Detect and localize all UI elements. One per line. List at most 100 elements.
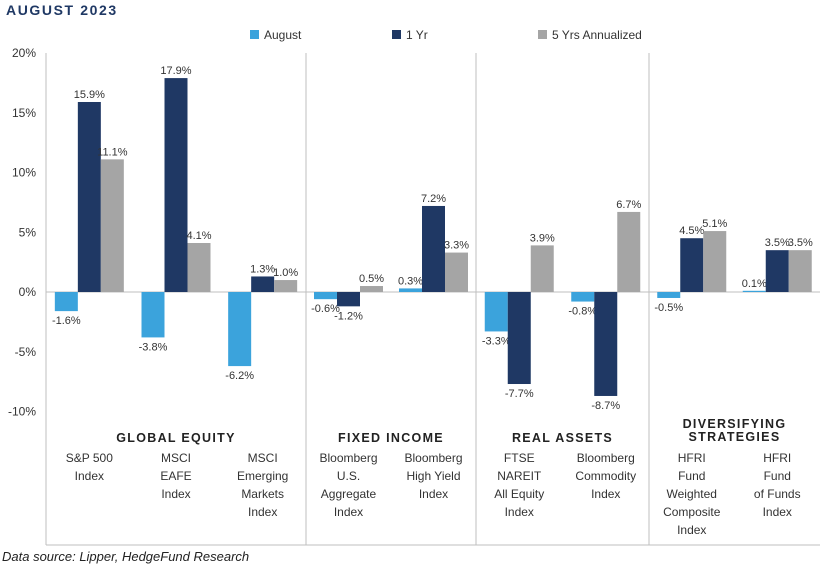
category-label: Commodity <box>575 469 636 483</box>
bar-august <box>141 292 165 338</box>
bar-1-yr <box>337 292 360 307</box>
bar-august <box>484 292 508 332</box>
data-label: 4.5% <box>679 225 704 237</box>
bar-1-yr <box>507 292 531 385</box>
bar-5-yrs-annualized <box>100 159 124 292</box>
category-label: Fund <box>764 469 791 483</box>
bar-august <box>54 292 78 312</box>
category-label: NAREIT <box>497 469 542 483</box>
group-label-diversifying-strategies: STRATEGIES <box>689 430 781 444</box>
bar-1-yr <box>422 205 445 292</box>
category-label: Index <box>334 505 363 519</box>
data-label: 1.3% <box>250 263 275 275</box>
category-label: Index <box>763 505 792 519</box>
bar-5-yrs-annualized <box>788 250 812 292</box>
category-label: Emerging <box>237 469 288 483</box>
data-label: 7.2% <box>421 193 446 205</box>
data-label: 15.9% <box>74 89 105 101</box>
data-label: 6.7% <box>616 199 641 211</box>
bar-1-yr <box>164 78 188 292</box>
category-label: Bloomberg <box>577 451 635 465</box>
bar-august <box>571 292 595 302</box>
category-label: MSCI <box>161 451 191 465</box>
data-label: -3.3% <box>482 335 511 347</box>
category-label: S&P 500 <box>66 451 113 465</box>
chart-title: AUGUST 2023 <box>6 2 118 18</box>
data-label: 5.1% <box>702 218 727 230</box>
group-label-global-equity: GLOBAL EQUITY <box>116 431 235 445</box>
data-label: -6.2% <box>225 370 254 382</box>
category-label: HFRI <box>678 451 706 465</box>
data-label: 0.1% <box>742 278 767 290</box>
bar-1-yr <box>77 101 101 293</box>
category-label: Index <box>75 469 104 483</box>
bar-5-yrs-annualized <box>360 286 383 292</box>
bar-5-yrs-annualized <box>445 252 468 292</box>
data-label: 3.9% <box>530 232 555 244</box>
bar-august <box>314 292 337 300</box>
legend-swatch-5-yrs-annualized <box>538 30 547 39</box>
group-label-diversifying-strategies: DIVERSIFYING <box>683 417 787 431</box>
legend-label-1-yr: 1 Yr <box>406 28 428 42</box>
data-label: 17.9% <box>160 65 191 77</box>
data-label: -7.7% <box>505 388 534 400</box>
data-label: 3.5% <box>788 237 813 249</box>
category-label: Markets <box>241 487 284 501</box>
category-label: Bloomberg <box>404 451 462 465</box>
category-label: Composite <box>663 505 721 519</box>
legend-label-5-yrs-annualized: 5 Yrs Annualized <box>552 28 642 42</box>
y-tick-label: 10% <box>12 166 36 180</box>
data-label: -0.5% <box>654 302 683 314</box>
category-label: Index <box>248 505 277 519</box>
bar-5-yrs-annualized <box>274 280 298 292</box>
bar-1-yr <box>680 238 704 292</box>
category-label: Index <box>677 523 706 537</box>
data-label: 11.1% <box>97 146 128 158</box>
y-tick-label: 20% <box>12 46 36 60</box>
group-label-real-assets: REAL ASSETS <box>512 431 613 445</box>
bar-1-yr <box>251 276 275 292</box>
y-tick-label: -10% <box>8 405 36 419</box>
category-label: of Funds <box>754 487 801 501</box>
data-label: -1.6% <box>52 315 81 327</box>
category-label: High Yield <box>406 469 460 483</box>
category-label: FTSE <box>504 451 535 465</box>
category-label: Index <box>161 487 190 501</box>
y-tick-label: 15% <box>12 106 36 120</box>
bar-1-yr <box>765 250 789 292</box>
data-label: -1.2% <box>334 310 363 322</box>
y-tick-label: 0% <box>19 285 37 299</box>
data-label: 0.5% <box>359 273 384 285</box>
category-label: Index <box>419 487 448 501</box>
bar-august <box>657 292 681 298</box>
data-label: 4.1% <box>186 230 211 242</box>
data-label: -3.8% <box>139 341 168 353</box>
bar-5-yrs-annualized <box>703 231 727 292</box>
data-label: -8.7% <box>591 400 620 412</box>
legend-swatch-1-yr <box>392 30 401 39</box>
category-label: Aggregate <box>321 487 377 501</box>
bar-1-yr <box>594 292 618 396</box>
y-tick-label: 5% <box>19 225 37 239</box>
y-tick-label: -5% <box>15 345 37 359</box>
data-label: -0.8% <box>568 306 597 318</box>
data-label: 0.3% <box>398 275 423 287</box>
category-label: MSCI <box>248 451 278 465</box>
group-label-fixed-income: FIXED INCOME <box>338 431 444 445</box>
bar-august <box>399 288 422 292</box>
data-label: 1.0% <box>273 267 298 279</box>
category-label: EAFE <box>160 469 191 483</box>
category-label: U.S. <box>337 469 360 483</box>
category-label: Fund <box>678 469 705 483</box>
data-label: -0.6% <box>311 303 340 315</box>
legend-label-august: August <box>264 28 302 42</box>
bar-5-yrs-annualized <box>617 211 641 292</box>
bar-august <box>742 290 766 292</box>
legend-swatch-august <box>250 30 259 39</box>
bar-5-yrs-annualized <box>530 245 554 292</box>
category-label: Index <box>505 505 534 519</box>
bar-august <box>228 292 252 367</box>
data-source-note: Data source: Lipper, HedgeFund Research <box>2 549 250 564</box>
bar-5-yrs-annualized <box>187 243 211 292</box>
